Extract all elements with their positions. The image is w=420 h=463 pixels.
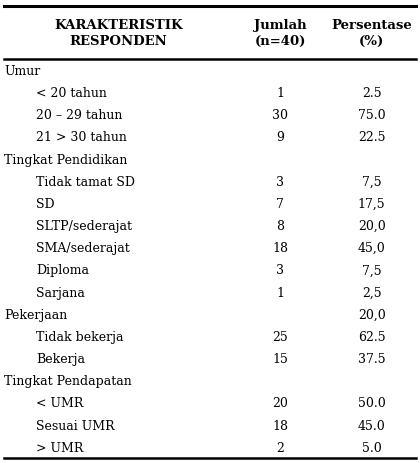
- Text: 7,5: 7,5: [362, 264, 381, 277]
- Text: 9: 9: [276, 131, 284, 144]
- Text: 3: 3: [276, 175, 284, 188]
- Text: 18: 18: [272, 419, 289, 432]
- Text: 20: 20: [273, 397, 288, 410]
- Text: 18: 18: [272, 242, 289, 255]
- Text: Tingkat Pendidikan: Tingkat Pendidikan: [4, 153, 128, 166]
- Text: 75.0: 75.0: [358, 109, 386, 122]
- Text: 3: 3: [276, 264, 284, 277]
- Text: 25: 25: [273, 330, 288, 343]
- Text: 30: 30: [272, 109, 289, 122]
- Text: 45,0: 45,0: [358, 242, 386, 255]
- Text: Tidak tamat SD: Tidak tamat SD: [36, 175, 135, 188]
- Text: Sarjana: Sarjana: [36, 286, 85, 299]
- Text: SMA/sederajat: SMA/sederajat: [36, 242, 130, 255]
- Text: Persentase
(%): Persentase (%): [331, 19, 412, 48]
- Text: 1: 1: [276, 286, 284, 299]
- Text: 20,0: 20,0: [358, 308, 386, 321]
- Text: Pekerjaan: Pekerjaan: [4, 308, 68, 321]
- Text: 37.5: 37.5: [358, 352, 386, 365]
- Text: 7,5: 7,5: [362, 175, 381, 188]
- Text: 45.0: 45.0: [358, 419, 386, 432]
- Text: 2,5: 2,5: [362, 286, 381, 299]
- Text: SLTP/sederajat: SLTP/sederajat: [36, 219, 132, 232]
- Text: 62.5: 62.5: [358, 330, 386, 343]
- Text: 2: 2: [276, 441, 284, 454]
- Text: Umur: Umur: [4, 65, 40, 78]
- Text: Sesuai UMR: Sesuai UMR: [36, 419, 115, 432]
- Text: 20 – 29 tahun: 20 – 29 tahun: [36, 109, 123, 122]
- Text: 22.5: 22.5: [358, 131, 386, 144]
- Text: 21 > 30 tahun: 21 > 30 tahun: [36, 131, 127, 144]
- Text: 50.0: 50.0: [358, 397, 386, 410]
- Text: Bekerja: Bekerja: [36, 352, 85, 365]
- Text: Tidak bekerja: Tidak bekerja: [36, 330, 123, 343]
- Text: 17,5: 17,5: [358, 198, 386, 211]
- Text: Diploma: Diploma: [36, 264, 89, 277]
- Text: SD: SD: [36, 198, 55, 211]
- Text: 2.5: 2.5: [362, 87, 381, 100]
- Text: 7: 7: [276, 198, 284, 211]
- Text: Jumlah
(n=40): Jumlah (n=40): [254, 19, 307, 48]
- Text: KARAKTERISTIK
RESPONDEN: KARAKTERISTIK RESPONDEN: [54, 19, 183, 48]
- Text: 20,0: 20,0: [358, 219, 386, 232]
- Text: 1: 1: [276, 87, 284, 100]
- Text: 5.0: 5.0: [362, 441, 382, 454]
- Text: 15: 15: [273, 352, 288, 365]
- Text: < 20 tahun: < 20 tahun: [36, 87, 107, 100]
- Text: Tingkat Pendapatan: Tingkat Pendapatan: [4, 375, 132, 388]
- Text: > UMR: > UMR: [36, 441, 84, 454]
- Text: < UMR: < UMR: [36, 397, 84, 410]
- Text: 8: 8: [276, 219, 284, 232]
